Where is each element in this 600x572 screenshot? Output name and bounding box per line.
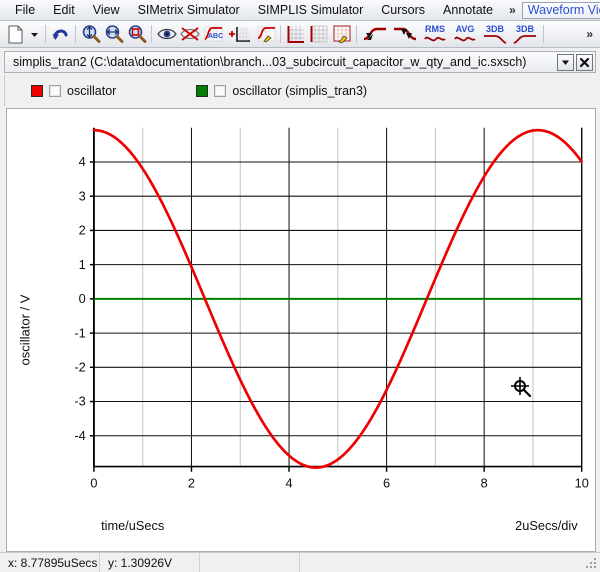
new-document-dropdown-icon[interactable] (27, 23, 42, 46)
svg-text:-4: -4 (74, 428, 85, 443)
legend: oscillator oscillator (simplis_tran3) (4, 75, 596, 106)
menu-cursors[interactable]: Cursors (381, 3, 426, 17)
plot-panel[interactable]: -4 -3 -2 -1 0 1 2 3 4 0 2 4 6 8 10 oscillator / V time… (6, 108, 596, 552)
legend-label: oscillator (simplis_tran3) (232, 83, 368, 98)
svg-text:-2: -2 (74, 359, 85, 374)
mode-combo[interactable]: Waveform Viewer (521, 1, 600, 19)
svg-text:3DB: 3DB (486, 24, 505, 34)
svg-text:1: 1 (79, 257, 86, 272)
menu-bar: File Edit View SIMetrix Simulator SIMPLI… (0, 0, 600, 21)
svg-text:4: 4 (285, 475, 292, 490)
waveform-plot[interactable]: -4 -3 -2 -1 0 1 2 3 4 0 2 4 6 8 10 oscillator / V time… (7, 109, 595, 551)
svg-text:0: 0 (79, 291, 86, 306)
legend-color-swatch (196, 84, 209, 97)
menu-edit[interactable]: Edit (53, 3, 75, 17)
svg-text:8: 8 (481, 475, 488, 490)
label-curve-icon[interactable]: ABC (201, 23, 224, 46)
toolbar-separator (280, 25, 281, 43)
status-y-readout: y: 1.30926V (100, 553, 200, 572)
y-axis-label: oscillator / V (18, 294, 33, 365)
toolbar-separator (356, 25, 357, 43)
toolbar: ABC (0, 21, 600, 48)
toolbar-separator (543, 25, 544, 43)
show-curve-icon[interactable] (155, 23, 178, 46)
edit-curve-icon[interactable] (254, 23, 277, 46)
add-axis-icon[interactable] (224, 23, 254, 46)
legend-entry-oscillator-simplis-tran3[interactable]: oscillator (simplis_tran3) (196, 84, 367, 98)
svg-text:-3: -3 (74, 394, 85, 409)
grid-paint-icon[interactable] (330, 23, 353, 46)
new-document-icon[interactable] (4, 23, 27, 46)
hide-curve-icon[interactable] (178, 23, 201, 46)
zoom-box-icon[interactable] (125, 23, 148, 46)
svg-text:6: 6 (383, 475, 390, 490)
legend-label: oscillator (67, 83, 117, 98)
rise-time-icon[interactable] (360, 23, 390, 46)
status-cell-4 (300, 553, 584, 572)
mode-combo-value: Waveform Viewer (522, 2, 600, 18)
svg-text:10: 10 (575, 475, 589, 490)
svg-text:2: 2 (79, 222, 86, 237)
svg-text:3: 3 (79, 188, 86, 203)
toolbar-separator (151, 25, 152, 43)
status-x-readout: x: 8.77895uSecs (0, 553, 100, 572)
restore-window-button[interactable] (557, 53, 574, 71)
svg-text:0: 0 (90, 475, 97, 490)
menu-view[interactable]: View (92, 3, 120, 17)
toolbar-separator (45, 25, 46, 43)
menu-simplis-simulator[interactable]: SIMPLIS Simulator (257, 3, 364, 17)
grid-left-axis-icon[interactable] (284, 23, 307, 46)
3db-falling-icon[interactable]: 3DB (480, 23, 510, 46)
x-axis-label: time/uSecs (101, 518, 164, 533)
fall-time-icon[interactable] (390, 23, 420, 46)
svg-text:RMS: RMS (425, 24, 445, 34)
3db-rising-icon[interactable]: 3DB (510, 23, 540, 46)
avg-icon[interactable]: AVG (450, 23, 480, 46)
grid-full-icon[interactable] (307, 23, 330, 46)
legend-checkbox[interactable] (214, 84, 227, 97)
rms-icon[interactable]: RMS (420, 23, 450, 46)
document-title: simplis_tran2 (C:\data\documentation\bra… (13, 55, 527, 69)
close-window-button[interactable] (576, 53, 593, 71)
resize-grip[interactable] (584, 556, 598, 570)
plot-axes (89, 127, 583, 472)
series-line-oscillator (92, 128, 584, 469)
menu-simetrix-simulator[interactable]: SIMetrix Simulator (137, 3, 240, 17)
zoom-vertical-icon[interactable] (79, 23, 102, 46)
menu-overflow-icon[interactable]: » (509, 3, 516, 17)
legend-entry-oscillator[interactable]: oscillator (31, 84, 116, 98)
status-cell-3 (200, 553, 300, 572)
legend-color-swatch (31, 84, 43, 97)
zoom-horizontal-icon[interactable] (102, 23, 125, 46)
legend-checkbox[interactable] (49, 84, 61, 97)
svg-text:4: 4 (79, 154, 86, 169)
menu-file[interactable]: File (15, 3, 36, 17)
svg-text:3DB: 3DB (516, 24, 535, 34)
minor-gridlines (142, 127, 534, 467)
menu-annotate[interactable]: Annotate (443, 3, 494, 17)
toolbar-overflow-icon[interactable]: » (586, 27, 593, 41)
tick-labels: -4 -3 -2 -1 0 1 2 3 4 0 2 4 6 8 10 (74, 154, 588, 490)
document-title-bar: simplis_tran2 (C:\data\documentation\bra… (4, 51, 596, 73)
toolbar-separator (75, 25, 76, 43)
svg-text:2: 2 (188, 475, 195, 490)
status-bar: x: 8.77895uSecs y: 1.30926V (0, 552, 600, 572)
x-axis-div-label: 2uSecs/div (515, 518, 578, 533)
svg-text:AVG: AVG (456, 24, 475, 34)
svg-text:-1: -1 (74, 325, 85, 340)
undo-icon[interactable] (49, 23, 72, 46)
svg-text:ABC: ABC (208, 33, 223, 40)
